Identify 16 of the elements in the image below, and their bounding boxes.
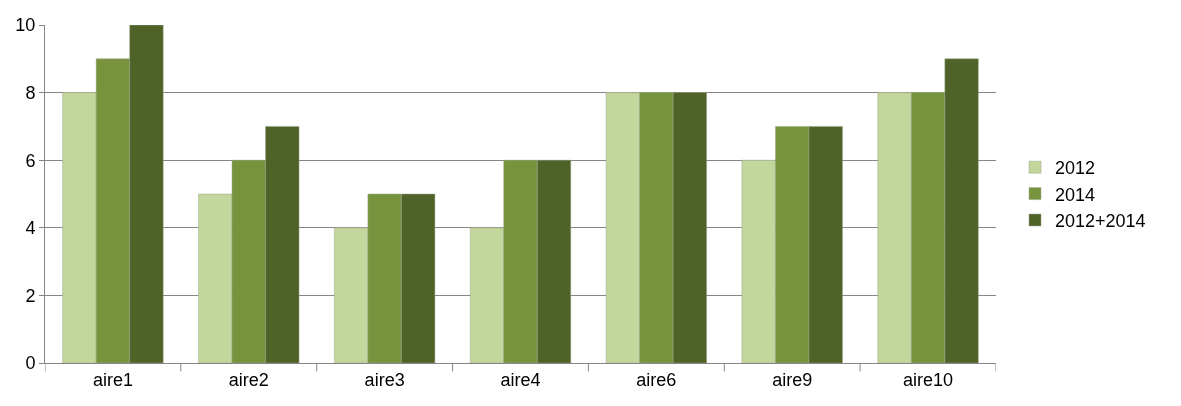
x-tick-label: aire9 (772, 369, 813, 390)
y-tick-label: 8 (25, 82, 36, 103)
legend-label: 2012 (1055, 158, 1096, 179)
x-tick-label: aire1 (92, 369, 133, 390)
x-tick-label: aire4 (500, 369, 541, 390)
x-tick-label: aire3 (364, 369, 405, 390)
y-tick-label: 4 (25, 218, 36, 239)
y-tick-label: 6 (25, 150, 36, 171)
y-tick-label: 10 (15, 15, 36, 36)
x-tick-label: aire2 (228, 369, 269, 390)
x-tick-label: aire6 (636, 369, 677, 390)
legend-label: 2012+2014 (1055, 211, 1146, 232)
legend-label: 2014 (1055, 184, 1096, 205)
y-tick-label: 0 (25, 353, 36, 374)
x-tick-label: aire10 (903, 369, 954, 390)
y-tick-label: 2 (25, 285, 36, 306)
